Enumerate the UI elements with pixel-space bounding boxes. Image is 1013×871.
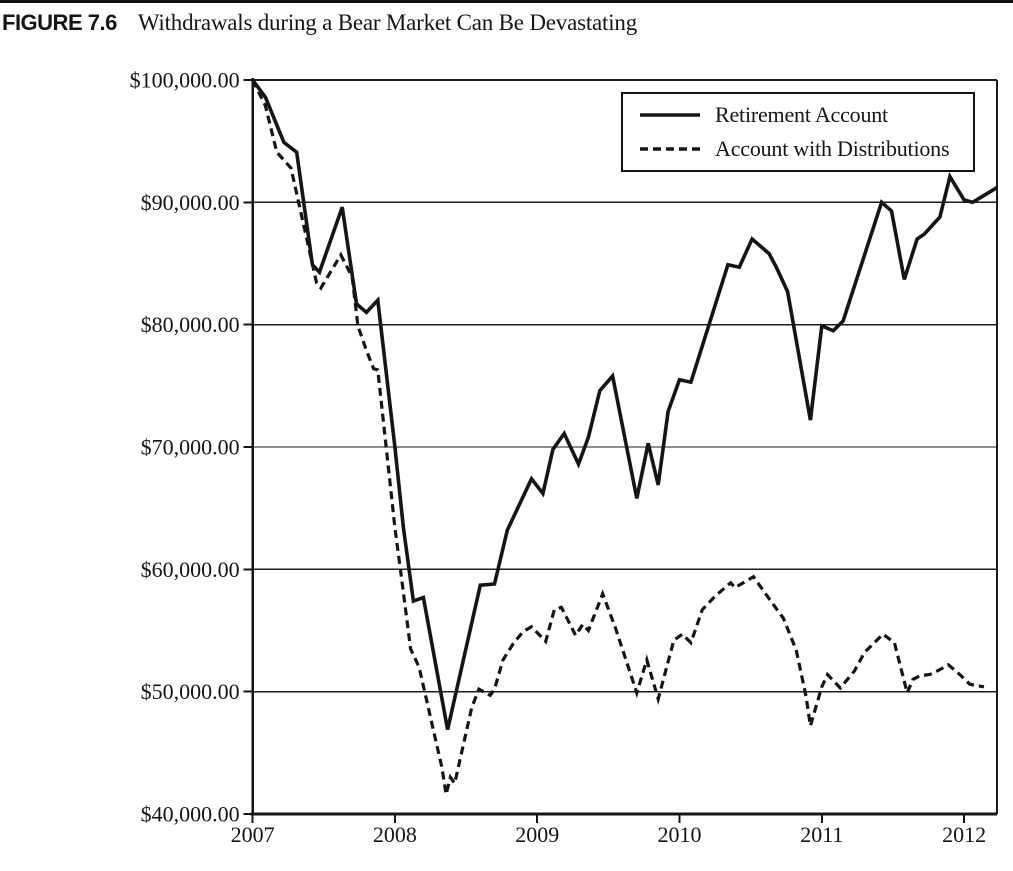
x-tick-label-2010: 2010: [658, 822, 702, 847]
x-tick-label-2007: 2007: [231, 822, 275, 847]
x-tick-label-2009: 2009: [515, 822, 559, 847]
y-tick-label-90000: $90,000.00: [141, 190, 240, 215]
figure-header: FIGURE 7.6 Withdrawals during a Bear Mar…: [2, 10, 637, 36]
series-line-account-with-distributions: [251, 79, 985, 795]
y-tick-label-40000: $40,000.00: [141, 802, 240, 827]
legend-row-account-with-distributions: Account with Distributions: [639, 136, 973, 162]
x-tick-label-2011: 2011: [800, 822, 843, 847]
legend-label-retirement-account: Retirement Account: [715, 102, 888, 127]
solid-line-sample-icon: [640, 113, 700, 117]
figure-title: Withdrawals during a Bear Market Can Be …: [137, 10, 638, 35]
y-tick-label-80000: $80,000.00: [141, 312, 240, 337]
figure-label: FIGURE 7.6: [2, 10, 117, 35]
y-tick-label-100000: $100,000.00: [130, 68, 240, 93]
y-tick-label-70000: $70,000.00: [141, 435, 240, 460]
dashed-line-sample-icon: [640, 147, 700, 151]
legend-label-account-with-distributions: Account with Distributions: [715, 136, 950, 161]
y-tick-label-50000: $50,000.00: [141, 679, 240, 704]
series-line-retirement-account: [251, 78, 998, 730]
legend: Retirement Account Account with Distribu…: [621, 92, 975, 172]
x-tick-label-2008: 2008: [373, 822, 417, 847]
y-tick-label-60000: $60,000.00: [141, 557, 240, 582]
top-rule: [0, 0, 1013, 3]
x-tick-label-2012: 2012: [942, 822, 986, 847]
legend-row-retirement-account: Retirement Account: [639, 102, 973, 128]
